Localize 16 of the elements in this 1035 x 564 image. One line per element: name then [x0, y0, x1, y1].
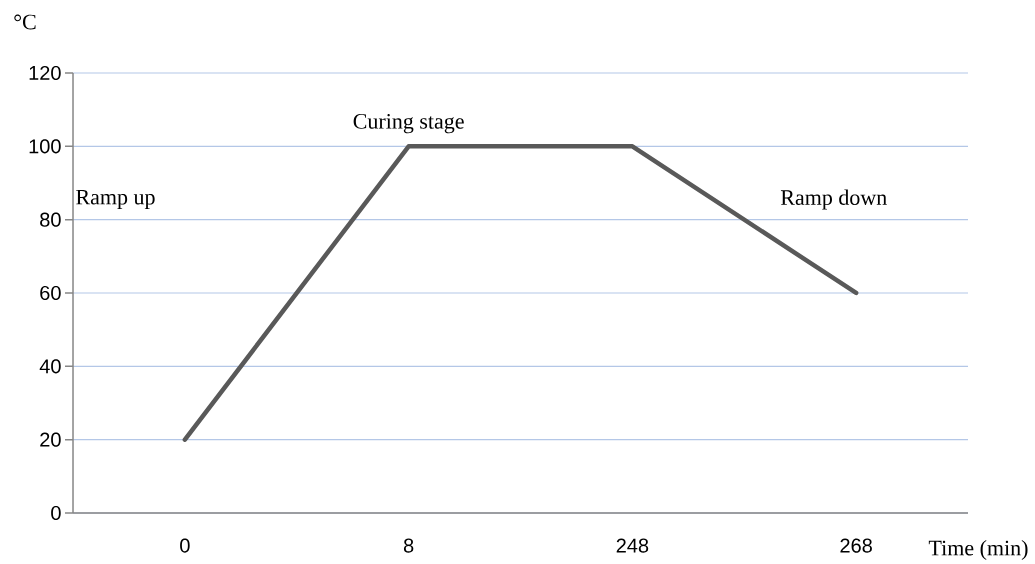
y-tick-label: 20	[40, 432, 61, 447]
annotation: Ramp up	[76, 189, 155, 210]
x-tick-label: 248	[616, 538, 649, 553]
y-tick-label: 0	[51, 505, 61, 521]
y-tick-label: 60	[40, 285, 61, 301]
y-tick-label: 120	[29, 65, 61, 81]
x-tick-label: 8	[403, 538, 414, 553]
y-tick-label: 80	[40, 212, 61, 227]
y-tick-label: 100	[29, 139, 61, 154]
x-tick-label: 0	[180, 538, 190, 553]
x-axis-title: Time (min)	[928, 540, 1028, 560]
y-axis-title: °C	[14, 14, 36, 30]
annotation: Curing stage	[353, 113, 464, 134]
x-tick-label: 268	[840, 538, 872, 553]
annotation: Ramp down	[780, 189, 887, 210]
y-tick-label: 40	[39, 359, 61, 374]
